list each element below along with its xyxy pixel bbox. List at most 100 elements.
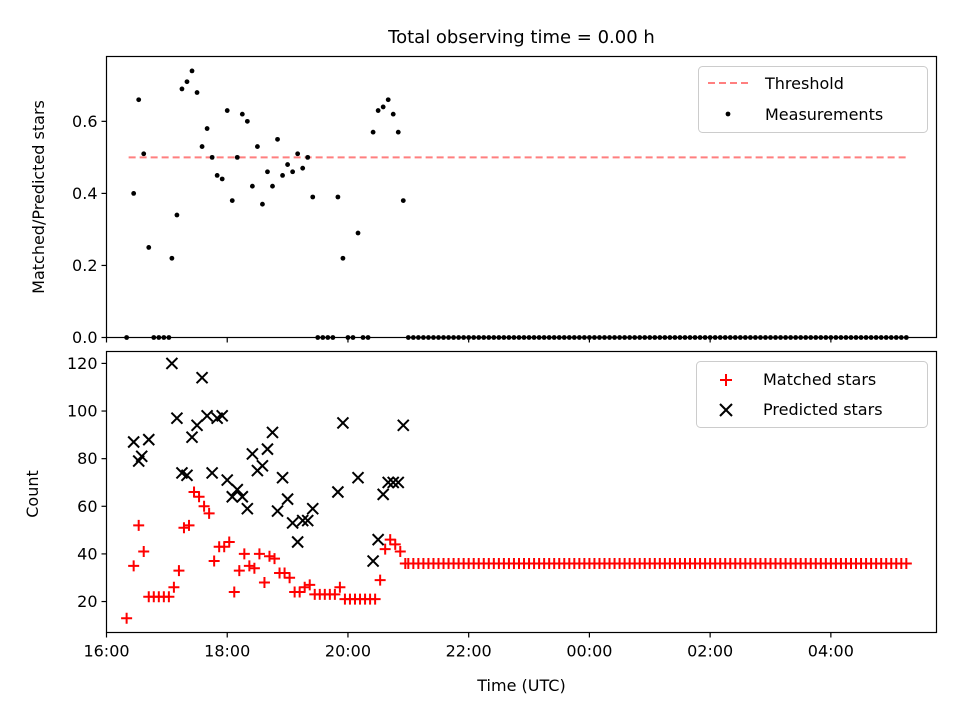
measurement-point: [224, 108, 230, 113]
predicted-star-point: [200, 409, 214, 423]
matched-star-point: [294, 586, 306, 598]
bottom-series-layer: [121, 357, 912, 624]
measurement-point: [285, 162, 290, 167]
bottom-y-axis: 20 40 60 80 100 120: [67, 354, 107, 611]
matched-star-point: [389, 538, 401, 550]
predicted-star-point: [291, 535, 304, 549]
measurement-point: [300, 165, 306, 171]
top-legend-box: [698, 66, 928, 133]
top-title: Total observing time = 0.00 h: [387, 27, 655, 48]
matched-star-point: [379, 543, 391, 555]
measurement-point: [280, 172, 285, 178]
predicted-star-point: [170, 411, 184, 425]
matched-star-point: [334, 581, 346, 593]
predicted-star-point: [165, 357, 179, 370]
predicted-star-point: [387, 476, 400, 489]
legend-measurements-label: Measurements: [765, 105, 883, 124]
predicted-star-point: [241, 502, 254, 515]
measurement-point: [400, 198, 406, 204]
matched-star-point: [228, 586, 240, 598]
y-tick-label: 80: [77, 449, 97, 468]
measurement-point: [295, 151, 301, 157]
predicted-star-point: [301, 514, 314, 527]
matched-star-point: [284, 572, 296, 584]
legend-matched-swatch: [720, 374, 732, 386]
measurement-point: [194, 90, 200, 95]
x-tick-label: 20:00: [325, 642, 371, 661]
measurement-point: [219, 176, 225, 182]
top-series-layer: [124, 68, 910, 340]
matched-star-point: [133, 519, 145, 531]
measurement-point: [204, 126, 210, 131]
predicted-star-point: [392, 476, 405, 489]
predicted-star-point: [351, 471, 365, 484]
measurement-point: [305, 154, 311, 160]
bottom-y-axis-label: Count: [23, 470, 42, 518]
matched-star-point: [178, 522, 190, 534]
y-tick-label: 0.4: [72, 184, 97, 203]
y-tick-label: 20: [77, 592, 97, 611]
matched-star-point: [168, 581, 180, 593]
matched-star-point: [384, 534, 396, 546]
measurement-point: [335, 194, 341, 200]
measurement-point: [265, 169, 270, 175]
y-tick-label: 100: [67, 402, 98, 421]
y-tick-label: 120: [67, 354, 98, 373]
predicted-star-point: [261, 442, 274, 456]
predicted-star-point: [180, 469, 194, 482]
measurement-point: [244, 118, 250, 124]
matched-star-point: [269, 553, 281, 565]
predicted-star-point: [276, 471, 289, 484]
matched-star-point: [394, 546, 406, 558]
predicted-star-point: [221, 473, 234, 487]
matched-star-point: [369, 593, 381, 605]
measurement-point: [174, 212, 180, 218]
measurement-point: [179, 86, 185, 92]
measurement-point: [189, 68, 195, 74]
measurement-point: [380, 104, 386, 110]
legend-threshold-label: Threshold: [764, 74, 844, 93]
measurement-point: [229, 198, 235, 204]
measurement-point: [375, 108, 381, 113]
matched-star-point: [183, 519, 195, 531]
measurement-point: [395, 129, 401, 135]
matched-star-point: [900, 557, 912, 569]
predicted-star-point: [127, 435, 140, 449]
measurement-point: [355, 230, 361, 236]
legend-measurements-swatch: [725, 111, 731, 117]
measurement-point: [310, 194, 316, 200]
matched-star-point: [121, 612, 133, 624]
matched-star-point: [223, 536, 235, 548]
predicted-star-point: [142, 433, 155, 446]
predicted-star-point: [231, 483, 244, 496]
top-legend: Threshold Measurements: [698, 66, 928, 133]
matched-star-point: [198, 500, 210, 512]
measurement-point: [131, 190, 137, 196]
measurement-point: [390, 111, 396, 117]
bottom-x-axis: 16:00 18:00 20:00 22:00 00:00 02:00 04:00: [83, 632, 854, 661]
top-y-axis: 0.0 0.2 0.4 0.6: [72, 112, 107, 347]
matched-star-point: [163, 591, 175, 603]
measurement-point: [209, 154, 215, 160]
measurement-point: [270, 183, 275, 189]
measurement-point: [234, 154, 240, 160]
predicted-star-point: [336, 416, 350, 430]
matched-star-point: [243, 560, 255, 572]
matched-star-point: [304, 579, 316, 591]
measurement-point: [136, 97, 142, 103]
matched-star-point: [299, 581, 311, 593]
top-x-ticks: [105, 337, 832, 343]
matched-star-point: [138, 546, 150, 558]
matched-star-point: [374, 574, 386, 586]
bottom-legend-box: [696, 361, 928, 428]
measurement-point: [275, 136, 280, 142]
y-tick-label: 60: [77, 497, 97, 516]
x-tick-label: 18:00: [204, 642, 250, 661]
predicted-star-point: [371, 533, 385, 546]
matched-star-point: [253, 548, 265, 560]
predicted-star-point: [266, 426, 279, 439]
matched-star-point: [203, 507, 215, 519]
matched-star-point: [128, 560, 140, 572]
measurement-point: [169, 255, 175, 261]
